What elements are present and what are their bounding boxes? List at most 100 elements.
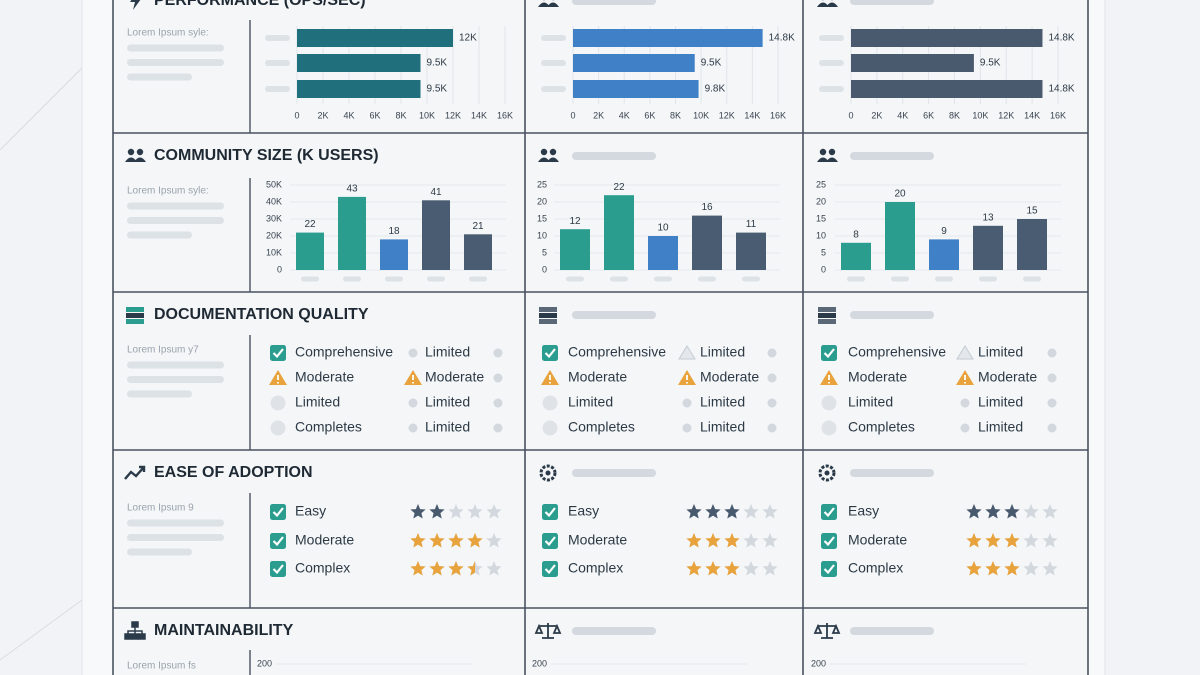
star-filled <box>724 561 740 576</box>
icon-check-mark <box>544 348 556 359</box>
placeholder-pill <box>610 276 628 282</box>
row-dot <box>493 423 503 433</box>
y-tick-label: 50K <box>266 179 282 189</box>
placeholder-pill <box>127 202 224 210</box>
icon-part <box>138 633 146 640</box>
star-filled <box>467 561 475 576</box>
bar <box>297 80 421 98</box>
placeholder-pill <box>850 469 934 477</box>
icon-circle <box>542 395 558 411</box>
doc-note: Moderate <box>978 369 1037 385</box>
star-filled <box>966 504 982 519</box>
star-empty <box>1042 561 1058 576</box>
icon-triangle <box>956 345 974 360</box>
bar <box>380 239 408 270</box>
icon-part <box>540 148 548 156</box>
placeholder-pill <box>572 152 656 160</box>
value-label: 12K <box>459 33 477 44</box>
icon-part <box>819 148 827 156</box>
value-label: 9 <box>941 226 947 237</box>
star-empty <box>486 504 502 519</box>
placeholder-pill <box>819 60 844 66</box>
star-filled <box>705 504 721 519</box>
icon-gear <box>818 464 836 482</box>
x-tick-label: 4K <box>619 110 630 120</box>
star-empty <box>1042 504 1058 519</box>
doc-item: Completes <box>295 419 362 435</box>
value-label: 9.5K <box>427 84 448 95</box>
value-label: 22 <box>304 219 316 230</box>
placeholder-pill <box>572 311 656 319</box>
star-filled <box>966 533 982 548</box>
bar <box>573 80 699 98</box>
icon-check-mark <box>823 564 835 575</box>
star-filled <box>429 533 445 548</box>
icon-part <box>818 313 836 318</box>
bar <box>736 232 766 270</box>
bar <box>573 29 763 47</box>
placeholder-pill <box>127 59 224 66</box>
section-title: EASE OF ADOPTION <box>154 464 313 481</box>
star-rating <box>966 504 1058 519</box>
bar <box>296 232 324 270</box>
x-tick-label: 16K <box>770 110 786 120</box>
row-dot <box>1047 348 1057 358</box>
y-tick-label: 25 <box>537 179 547 189</box>
doc-note: Moderate <box>425 369 484 385</box>
icon-part <box>818 307 836 312</box>
x-tick-label: 10K <box>693 110 709 120</box>
value-label: 15 <box>1026 206 1038 217</box>
icon-check <box>270 504 286 520</box>
background-decor <box>0 67 83 661</box>
star-empty <box>1042 533 1058 548</box>
bar <box>573 54 695 72</box>
icon-check-mark <box>272 564 284 575</box>
icon-dot <box>960 398 970 408</box>
icon-check <box>821 504 837 520</box>
star-empty <box>448 504 464 519</box>
icon-people <box>125 148 146 162</box>
star-filled <box>985 504 1001 519</box>
icon-books <box>818 307 836 324</box>
value-label: 9.5K <box>701 58 722 69</box>
x-tick-label: 10K <box>972 110 988 120</box>
placeholder-pill <box>127 361 224 369</box>
icon-part <box>538 2 559 7</box>
bar <box>692 215 722 270</box>
y-tick-label: 20 <box>537 196 547 206</box>
icon-circle <box>821 395 837 411</box>
value-label: 22 <box>613 182 625 193</box>
x-tick-label: 4K <box>343 110 354 120</box>
y-tick-label: 200 <box>811 658 826 668</box>
icon-part <box>538 157 559 162</box>
bar <box>851 80 1043 98</box>
section-caption: Lorem Ipsum fs <box>127 661 196 672</box>
placeholder-pill <box>572 627 656 635</box>
value-label: 14.8K <box>769 33 795 44</box>
placeholder-pill <box>847 276 865 282</box>
placeholder-pill <box>698 276 716 282</box>
placeholder-pill <box>301 276 319 282</box>
doc-note: Moderate <box>700 369 759 385</box>
y-tick-label: 5 <box>542 247 547 257</box>
icon-dot <box>682 398 692 408</box>
placeholder-pill <box>127 73 192 81</box>
star-filled <box>1004 533 1020 548</box>
doc-item: Moderate <box>848 369 907 385</box>
icon-check <box>821 533 837 549</box>
x-tick-label: 14K <box>471 110 487 120</box>
y-tick-label: 10K <box>266 247 282 257</box>
placeholder-pill <box>572 469 656 477</box>
icon-check <box>270 345 286 361</box>
placeholder-pill <box>979 276 997 282</box>
x-tick-label: 6K <box>369 110 380 120</box>
star-filled <box>724 533 740 548</box>
placeholder-pill <box>891 276 909 282</box>
x-tick-label: 8K <box>395 110 406 120</box>
row-dot <box>1047 398 1057 408</box>
icon-part <box>126 319 144 324</box>
placeholder-pill <box>572 0 656 5</box>
star-filled <box>467 533 483 548</box>
row-dot <box>493 348 503 358</box>
